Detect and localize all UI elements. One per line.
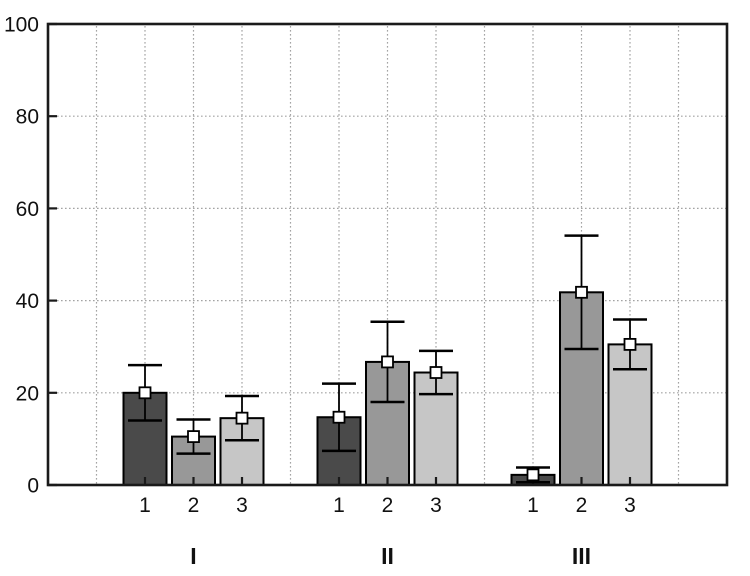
- y-tick-label: 20: [16, 382, 39, 405]
- mean-marker: [429, 366, 443, 379]
- mean-marker: [138, 386, 152, 400]
- x-tick-label: 2: [382, 494, 394, 517]
- x-tick-label: 1: [527, 494, 539, 517]
- group-label: I: [190, 543, 196, 569]
- x-tick-label: 3: [430, 494, 442, 517]
- x-tick-label: 2: [576, 494, 588, 517]
- group-label: II: [381, 543, 394, 569]
- mean-marker: [381, 355, 394, 369]
- x-tick-label: 2: [188, 494, 200, 517]
- mean-marker: [235, 411, 249, 425]
- x-tick-label: 3: [236, 494, 248, 517]
- mean-marker: [575, 285, 588, 299]
- group-label: III: [572, 543, 591, 569]
- x-tick-label: 1: [333, 494, 345, 517]
- x-tick-label: 3: [624, 494, 636, 517]
- y-tick-label: 100: [4, 14, 39, 37]
- x-tick-label: 1: [139, 494, 151, 517]
- y-tick-label: 40: [16, 290, 39, 313]
- bar-groupII-series3: [413, 371, 459, 486]
- y-tick-label: 80: [16, 106, 39, 129]
- y-tick-label: 0: [27, 475, 39, 498]
- mean-marker: [623, 337, 637, 351]
- mean-marker: [187, 430, 200, 443]
- mean-marker: [526, 468, 540, 482]
- mean-marker: [332, 410, 346, 424]
- y-tick-label: 60: [16, 198, 39, 221]
- plot-frame: [46, 22, 729, 487]
